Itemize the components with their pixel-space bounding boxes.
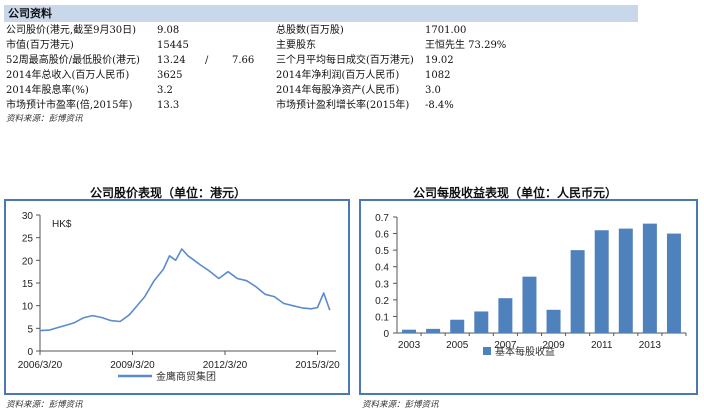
eps-chart-frame: 0 0.1 0.2 0.3 0.4 0.5 0.6 0.7 2003 2005 2007 2009 20… xyxy=(359,199,698,395)
info-source-note: 资料来源：彭博资讯 xyxy=(6,114,83,124)
eps-bar xyxy=(450,319,465,333)
info-value: 13.3 xyxy=(157,100,180,111)
info-label-2: 总股数(百万股) xyxy=(276,25,344,36)
y-tick-label: 0.3 xyxy=(375,279,389,290)
info-label: 公司股价(港元,截至9月30日) xyxy=(6,25,137,36)
x-tick-label: 2011 xyxy=(591,340,613,351)
y-tick-label: 0.5 xyxy=(375,246,389,257)
info-label-2: 市场预计盈利增长率(2015年) xyxy=(276,100,410,111)
eps-bar xyxy=(498,298,513,333)
eps-bar xyxy=(594,230,609,333)
x-tick-label: 2003 xyxy=(398,340,421,351)
eps-bar xyxy=(570,250,585,333)
info-value: 3.2 xyxy=(157,85,173,96)
info-row: 市场预计市盈率(倍,2015年) 13.3 市场预计盈利增长率(2015年) -… xyxy=(4,98,638,113)
y-tick-label: 10 xyxy=(22,302,34,313)
info-table-header: 公司资料 xyxy=(4,5,638,22)
eps-bar xyxy=(474,311,489,333)
legend-swatch xyxy=(483,347,491,355)
y-tick-label: 0.2 xyxy=(375,296,389,307)
eps-bar xyxy=(666,233,681,333)
info-row: 2014年总收入(百万人民币) 3625 2014年净利润(百万人民币) 108… xyxy=(4,68,638,83)
price-chart-frame: 0 5 10 15 20 25 30 HK$ 2006/3/20 2009/3/20 2012/3/… xyxy=(4,199,350,395)
eps-bar xyxy=(426,328,441,333)
info-row: 2014年股息率(%) 3.2 2014年每股净资产(人民币) 3.0 xyxy=(4,83,638,98)
y-tick-label: 5 xyxy=(27,324,33,335)
info-label: 52周最高股价/最低股价(港元) xyxy=(6,55,140,66)
y-tick-label: 0.7 xyxy=(375,213,389,224)
x-tick-label: 2009 xyxy=(542,340,565,351)
y-tick-label: 0.1 xyxy=(375,312,389,323)
y-tick-label: 0 xyxy=(27,347,33,358)
y-tick-label: 15 xyxy=(22,279,34,290)
y-tick-label: 20 xyxy=(22,256,34,267)
x-tick-label: 2012/3/20 xyxy=(203,360,248,371)
info-value-2: 王恒先生 73.29% xyxy=(425,40,507,51)
eps-chart: 0 0.1 0.2 0.3 0.4 0.5 0.6 0.7 2003 2005 2007 2009 20… xyxy=(375,213,687,358)
info-value: 15445 xyxy=(157,40,189,51)
info-value: 9.08 xyxy=(157,25,180,36)
info-label: 2014年股息率(%) xyxy=(6,85,89,96)
y-tick-label: 0 xyxy=(383,329,389,340)
info-label: 市场预计市盈率(倍,2015年) xyxy=(6,100,133,111)
y-tick-label: 0.4 xyxy=(375,263,389,274)
price-chart-source: 资料来源：彭博资讯 xyxy=(6,400,83,410)
eps-chart-source: 资料来源：彭博资讯 xyxy=(362,400,439,410)
legend-label: 金鹰商贸集团 xyxy=(156,370,216,383)
price-chart: 0 5 10 15 20 25 30 HK$ 2006/3/20 2009/3/20 2012/3/… xyxy=(18,211,340,383)
info-value-2: 1082 xyxy=(425,70,451,81)
info-label-2: 主要股东 xyxy=(276,40,316,51)
info-value-2: 1701.00 xyxy=(425,25,467,36)
info-value-2: -8.4% xyxy=(425,100,454,111)
eps-bar xyxy=(402,329,417,333)
eps-chart-title: 公司每股收益表现（单位：人民币元） xyxy=(413,186,618,200)
info-value-2: 19.02 xyxy=(425,55,454,66)
info-label: 市值(百万港元) xyxy=(6,40,74,51)
info-row: 公司股价(港元,截至9月30日) 9.08 总股数(百万股) 1701.00 xyxy=(4,23,638,38)
info-label-2: 2014年净利润(百万人民币) xyxy=(276,70,400,81)
info-row: 市值(百万港元) 15445 主要股东 王恒先生 73.29% xyxy=(4,38,638,53)
eps-bar xyxy=(642,223,657,333)
info-label-2: 2014年每股净资产(人民币) xyxy=(276,85,400,96)
x-tick-label: 2015/3/20 xyxy=(295,360,340,371)
eps-bar xyxy=(522,276,537,333)
price-chart-title: 公司股价表现（单位：港元） xyxy=(90,186,247,200)
price-series-line xyxy=(39,248,331,332)
y-tick-label: 0.6 xyxy=(375,230,389,241)
info-value-low: 7.66 xyxy=(232,55,255,66)
x-tick-label: 2007 xyxy=(494,340,517,351)
x-tick-label: 2005 xyxy=(446,340,469,351)
x-tick-label: 2009/3/20 xyxy=(110,360,155,371)
info-label: 2014年总收入(百万人民币) xyxy=(6,70,130,81)
eps-bar xyxy=(618,228,633,333)
y-axis-unit: HK$ xyxy=(52,219,72,230)
eps-bar xyxy=(546,309,561,333)
info-value-2: 3.0 xyxy=(425,85,441,96)
info-value: 3625 xyxy=(157,70,183,81)
legend-label: 基本每股收益 xyxy=(495,345,555,358)
info-value: 13.24 xyxy=(157,55,186,66)
y-tick-label: 25 xyxy=(22,234,34,245)
info-row: 52周最高股价/最低股价(港元) 13.24 / 7.66 三个月平均每日成交(… xyxy=(4,53,638,68)
x-tick-label: 2006/3/20 xyxy=(18,360,63,371)
x-tick-label: 2013 xyxy=(639,340,662,351)
y-tick-label: 30 xyxy=(22,211,34,222)
info-label-2: 三个月平均每日成交(百万港元) xyxy=(276,55,414,66)
info-slash: / xyxy=(205,55,209,66)
